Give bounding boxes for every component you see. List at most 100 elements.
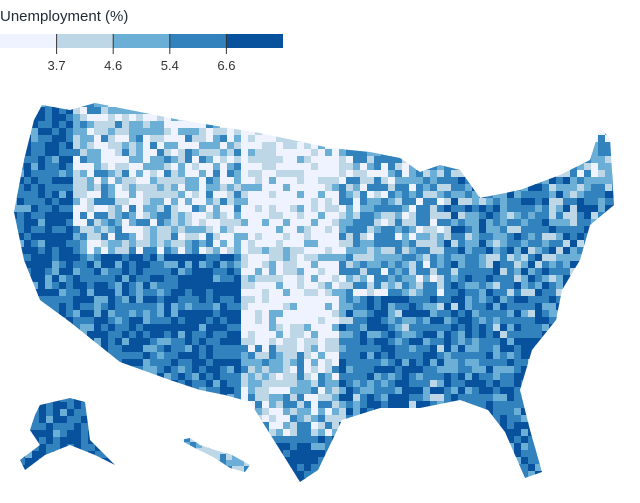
county[interactable]	[269, 331, 277, 339]
county[interactable]	[542, 289, 550, 297]
county[interactable]	[227, 331, 235, 339]
county[interactable]	[563, 317, 571, 325]
county[interactable]	[346, 450, 354, 458]
county[interactable]	[619, 352, 627, 360]
county[interactable]	[465, 338, 473, 346]
county[interactable]	[556, 380, 564, 388]
county[interactable]	[262, 184, 270, 192]
county[interactable]	[38, 296, 46, 304]
county[interactable]	[339, 254, 347, 262]
county[interactable]	[129, 177, 137, 185]
county[interactable]	[150, 184, 158, 192]
county[interactable]	[374, 142, 382, 150]
county[interactable]	[52, 219, 60, 227]
county[interactable]	[80, 380, 88, 388]
county[interactable]	[136, 107, 144, 115]
county[interactable]	[570, 317, 578, 325]
county[interactable]	[24, 366, 32, 374]
county[interactable]	[101, 296, 109, 304]
county[interactable]	[17, 282, 25, 290]
county[interactable]	[290, 289, 298, 297]
county[interactable]	[143, 212, 151, 220]
county[interactable]	[199, 142, 207, 150]
county[interactable]	[157, 373, 165, 381]
county[interactable]	[367, 394, 375, 402]
county[interactable]	[381, 156, 389, 164]
county[interactable]	[591, 177, 599, 185]
county[interactable]	[81, 402, 89, 410]
county[interactable]	[178, 107, 186, 115]
county[interactable]	[283, 107, 291, 115]
county[interactable]	[325, 198, 333, 206]
county[interactable]	[87, 387, 95, 395]
county[interactable]	[444, 359, 452, 367]
county[interactable]	[185, 163, 193, 171]
county[interactable]	[136, 261, 144, 269]
county[interactable]	[45, 121, 53, 129]
county[interactable]	[563, 394, 571, 402]
county[interactable]	[87, 184, 95, 192]
county[interactable]	[129, 289, 137, 297]
county[interactable]	[605, 408, 613, 416]
county[interactable]	[38, 177, 46, 185]
county[interactable]	[598, 128, 606, 136]
county[interactable]	[178, 275, 186, 283]
county[interactable]	[269, 198, 277, 206]
county[interactable]	[304, 324, 312, 332]
county[interactable]	[493, 149, 501, 157]
county[interactable]	[213, 114, 221, 122]
county[interactable]	[458, 289, 466, 297]
county[interactable]	[472, 373, 480, 381]
county[interactable]	[157, 261, 165, 269]
county[interactable]	[479, 149, 487, 157]
county[interactable]	[507, 107, 515, 115]
county[interactable]	[521, 198, 529, 206]
county[interactable]	[220, 156, 228, 164]
county[interactable]	[164, 142, 172, 150]
county[interactable]	[164, 359, 172, 367]
county[interactable]	[402, 422, 410, 430]
county[interactable]	[290, 121, 298, 129]
county[interactable]	[437, 415, 445, 423]
county[interactable]	[171, 226, 179, 234]
county[interactable]	[381, 443, 389, 451]
county[interactable]	[395, 198, 403, 206]
county[interactable]	[87, 289, 95, 297]
county[interactable]	[528, 380, 536, 388]
county[interactable]	[486, 310, 494, 318]
county[interactable]	[73, 121, 81, 129]
county[interactable]	[430, 457, 438, 465]
county[interactable]	[220, 394, 228, 402]
county[interactable]	[388, 107, 396, 115]
county[interactable]	[136, 345, 144, 353]
county[interactable]	[388, 366, 396, 374]
county[interactable]	[542, 443, 550, 451]
county[interactable]	[598, 226, 606, 234]
county[interactable]	[584, 478, 592, 486]
county[interactable]	[402, 471, 410, 479]
county[interactable]	[486, 282, 494, 290]
county[interactable]	[241, 268, 249, 276]
county[interactable]	[521, 191, 529, 199]
county[interactable]	[52, 184, 60, 192]
county[interactable]	[80, 394, 88, 402]
county[interactable]	[255, 219, 263, 227]
county[interactable]	[325, 464, 333, 472]
county[interactable]	[248, 429, 256, 437]
county[interactable]	[227, 268, 235, 276]
county[interactable]	[423, 121, 431, 129]
county[interactable]	[318, 380, 326, 388]
county[interactable]	[39, 444, 47, 452]
county[interactable]	[570, 212, 578, 220]
county[interactable]	[472, 443, 480, 451]
county[interactable]	[430, 296, 438, 304]
county[interactable]	[374, 366, 382, 374]
county[interactable]	[31, 289, 39, 297]
county[interactable]	[164, 254, 172, 262]
county[interactable]	[17, 114, 25, 122]
county[interactable]	[248, 282, 256, 290]
county[interactable]	[66, 240, 74, 248]
county[interactable]	[423, 191, 431, 199]
county[interactable]	[248, 408, 256, 416]
county[interactable]	[458, 422, 466, 430]
